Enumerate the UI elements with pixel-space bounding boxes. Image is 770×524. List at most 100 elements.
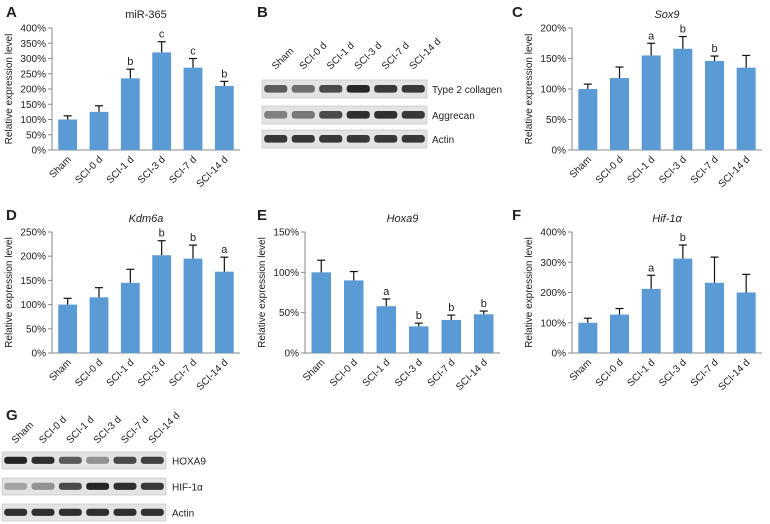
y-tick-label: 50% — [26, 130, 46, 141]
blot-band — [374, 135, 398, 143]
panel-letter-g: G — [6, 407, 18, 424]
x-tick-label: Sham — [301, 357, 327, 383]
blot-row-label: Actin — [432, 135, 454, 146]
bar — [214, 85, 234, 150]
blot-band — [264, 111, 288, 119]
blot-band — [319, 111, 343, 119]
y-tick-label: 0% — [32, 146, 47, 157]
blot-band — [31, 482, 55, 490]
bar — [610, 78, 629, 150]
y-tick-label: 100% — [273, 268, 299, 279]
blot-strip — [261, 79, 428, 99]
blot-strip — [1, 451, 167, 470]
significance-label: a — [648, 262, 655, 274]
x-tick-label: SCI-14 d — [717, 154, 753, 190]
bar — [641, 288, 661, 353]
chart-title: Sox9 — [654, 9, 679, 21]
bar — [183, 67, 203, 150]
bar — [610, 314, 629, 353]
x-tick-label: Sham — [48, 357, 74, 383]
y-tick-label: 200% — [20, 85, 46, 96]
blot-band — [319, 85, 343, 93]
blot-band — [140, 508, 164, 516]
blot-row-label: HOXA9 — [172, 457, 206, 468]
panel-letter-b: B — [257, 4, 268, 21]
y-tick-label: 0% — [552, 146, 567, 157]
bar — [152, 255, 172, 353]
y-tick-label: 400% — [20, 24, 46, 35]
y-tick-label: 100% — [20, 115, 46, 126]
bar — [89, 111, 109, 150]
blot-band — [401, 111, 425, 119]
blot-band — [140, 456, 164, 464]
significance-label: b — [159, 228, 165, 240]
blot-band — [401, 85, 425, 93]
significance-label: a — [648, 30, 655, 42]
x-tick-label: SCI-7 d — [426, 357, 458, 389]
panel-letter-c: C — [512, 4, 523, 21]
bar — [183, 258, 203, 353]
x-tick-label: SCI-1 d — [105, 154, 137, 186]
y-tick-label: 50% — [26, 324, 46, 335]
bar — [736, 67, 756, 150]
x-tick-label: SCI-3 d — [393, 357, 425, 389]
bar — [344, 280, 364, 353]
blot-row-label: Actin — [172, 509, 194, 520]
bar — [641, 55, 661, 151]
y-tick-label: 200% — [20, 252, 46, 263]
chart-panel-c: 0% 50% 100% 150% 200% Relative expression lev… — [524, 9, 762, 190]
blot-band — [374, 85, 398, 93]
blot-row-label: Aggrecan — [432, 111, 475, 122]
lane-label: SCI-14 d — [147, 410, 183, 446]
y-axis-label: Relative expression level — [4, 34, 15, 145]
lane-label: SCI-1 d — [65, 414, 97, 446]
x-tick-label: SCI-3 d — [657, 357, 689, 389]
y-tick-label: 150% — [540, 54, 566, 65]
chart-panel-d: 0% 50% 100% 150% 200% 250% Relative expression… — [4, 213, 240, 393]
x-tick-label: SCI-0 d — [73, 154, 105, 186]
chart-title: Kdm6a — [129, 213, 164, 225]
y-tick-label: 0% — [552, 349, 567, 360]
y-tick-label: 50% — [546, 115, 566, 126]
y-axis-label: Relative expression level — [4, 237, 15, 348]
chart-title: miR-365 — [125, 9, 167, 21]
blot-band — [291, 111, 315, 119]
x-tick-label: SCI-3 d — [657, 154, 689, 186]
x-tick-label: SCI-1 d — [626, 357, 658, 389]
blot-band — [291, 85, 315, 93]
blot-band — [86, 456, 110, 464]
y-tick-label: 200% — [540, 288, 566, 299]
bar — [736, 292, 756, 353]
blot-band — [4, 508, 28, 516]
lane-label: SCI-7 d — [380, 40, 412, 72]
blot-band — [31, 508, 55, 516]
significance-label: b — [416, 310, 422, 322]
y-tick-label: 300% — [20, 54, 46, 65]
blot-band — [291, 135, 315, 143]
significance-label: b — [680, 24, 686, 36]
x-tick-label: Sham — [48, 154, 74, 180]
significance-label: b — [680, 232, 686, 244]
y-tick-label: 400% — [540, 228, 566, 239]
significance-label: a — [221, 244, 228, 256]
x-tick-label: Sham — [568, 154, 594, 180]
x-tick-label: SCI-14 d — [454, 357, 490, 393]
y-tick-label: 150% — [273, 228, 299, 239]
y-tick-label: 0% — [32, 349, 47, 360]
bar — [89, 297, 109, 353]
lane-label: SCI-7 d — [119, 414, 151, 446]
y-axis-label: Relative expression level — [257, 237, 268, 348]
x-tick-label: Sham — [568, 357, 594, 383]
bar — [474, 314, 494, 353]
y-tick-label: 350% — [20, 39, 46, 50]
bar — [58, 119, 78, 150]
blot-band — [4, 456, 28, 464]
blot-band — [113, 456, 137, 464]
bar — [120, 78, 140, 150]
blot-strip — [1, 503, 167, 522]
lane-label: SCI-0 d — [298, 40, 330, 72]
lane-label: SCI-14 d — [408, 36, 444, 72]
